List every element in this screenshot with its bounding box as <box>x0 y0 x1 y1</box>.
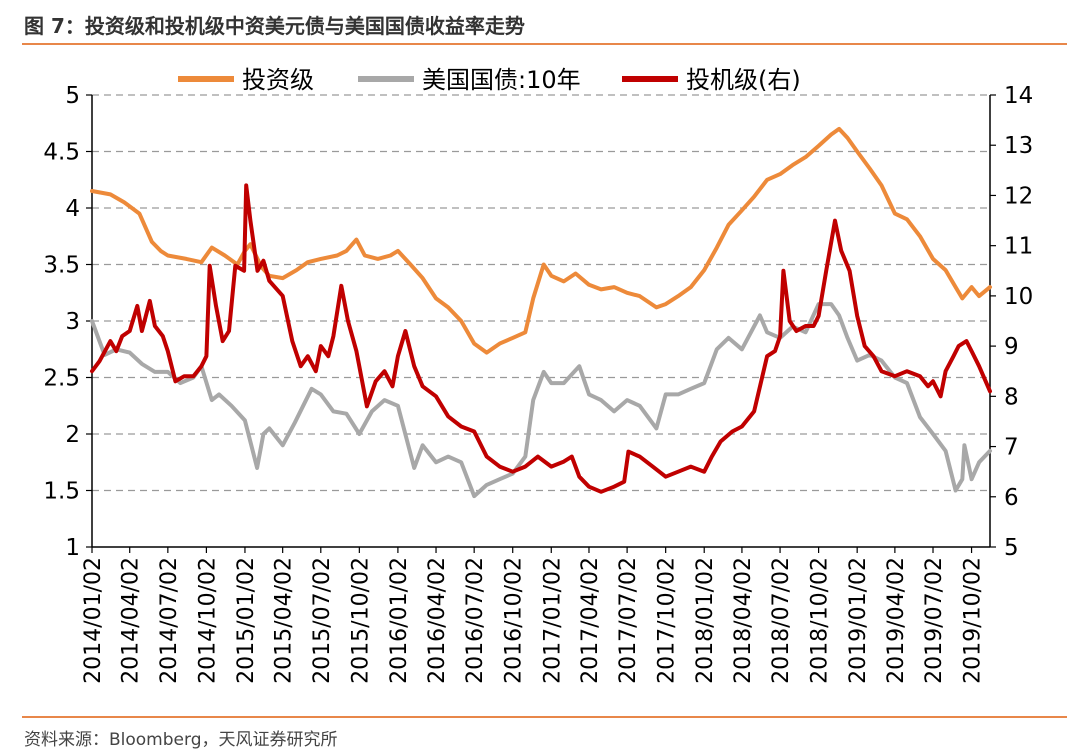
x-tick-label: 2017/07/02 <box>616 557 641 684</box>
x-tick-label: 2016/01/02 <box>387 557 412 684</box>
x-tick-label: 2015/04/02 <box>272 557 297 684</box>
x-tick-label: 2019/10/02 <box>961 557 986 684</box>
x-tick-label: 2017/10/02 <box>655 557 680 684</box>
x-tick-label: 2015/07/02 <box>310 557 335 684</box>
line-chart: 1 1.5 2 2.5 3 3.5 4 4.5 5 5 6 7 8 9 10 11 12 13 14 2014/01/… <box>43 66 1033 684</box>
y-right-tick-label: 7 <box>1004 435 1019 461</box>
tick-labels: 1 1.5 2 2.5 3 3.5 4 4.5 5 5 6 7 8 9 10 11 12 13 14 2014/01/… <box>43 83 1033 684</box>
y-right-tick-label: 14 <box>1004 83 1033 109</box>
x-tick-label: 2019/04/02 <box>884 557 909 684</box>
x-tick-label: 2019/01/02 <box>846 557 871 684</box>
x-tick-label: 2015/01/02 <box>234 557 259 684</box>
y-left-tick-label: 3.5 <box>43 253 80 279</box>
series-line-2 <box>90 183 992 494</box>
legend-label-1: 美国国债:10年 <box>422 66 581 94</box>
figure-title: 图 7：投资级和投机级中资美元债与美国国债收益率走势 <box>24 14 525 38</box>
legend-label-2: 投机级(右) <box>686 66 801 94</box>
y-right-tick-label: 12 <box>1004 183 1033 209</box>
x-tick-label: 2017/04/02 <box>578 557 603 684</box>
y-left-tick-label: 4 <box>65 196 80 222</box>
y-left-tick-label: 5 <box>65 83 80 109</box>
y-left-tick-label: 1.5 <box>43 479 80 505</box>
series-line-1 <box>90 302 992 499</box>
x-tick-label: 2014/10/02 <box>195 557 220 684</box>
y-left-tick-label: 1 <box>65 535 80 561</box>
y-right-tick-label: 9 <box>1004 334 1019 360</box>
x-tick-label: 2014/04/02 <box>119 557 144 684</box>
y-right-tick-label: 5 <box>1004 535 1019 561</box>
x-tick-label: 2015/10/02 <box>348 557 373 684</box>
legend-label-0: 投资级 <box>242 66 314 94</box>
x-tick-label: 2017/01/02 <box>540 557 565 684</box>
x-tick-label: 2016/04/02 <box>425 557 450 684</box>
x-tick-label: 2014/01/02 <box>81 557 106 684</box>
source-rule <box>22 716 1067 718</box>
series-line-0 <box>90 126 992 355</box>
series-lines <box>90 126 992 499</box>
y-right-tick-label: 6 <box>1004 485 1019 511</box>
y-left-tick-label: 3 <box>65 309 80 335</box>
x-tick-label: 2016/07/02 <box>463 557 488 684</box>
legend: 投资级 美国国债:10年 投机级(右) <box>178 66 801 94</box>
y-right-tick-label: 10 <box>1004 284 1033 310</box>
y-left-tick-label: 4.5 <box>43 140 80 166</box>
x-tick-label: 2018/07/02 <box>769 557 794 684</box>
x-tick-label: 2018/10/02 <box>808 557 833 684</box>
title-rule <box>22 43 1067 45</box>
x-tick-label: 2018/04/02 <box>731 557 756 684</box>
x-tick-label: 2016/10/02 <box>502 557 527 684</box>
x-tick-label: 2019/07/02 <box>922 557 947 684</box>
y-right-tick-label: 8 <box>1004 384 1019 410</box>
y-right-tick-label: 11 <box>1004 234 1033 260</box>
source-note: 资料来源：Bloomberg，天风证券研究所 <box>24 730 338 750</box>
x-tick-label: 2014/07/02 <box>157 557 182 684</box>
y-left-tick-label: 2 <box>65 422 80 448</box>
y-right-tick-label: 13 <box>1004 133 1033 159</box>
x-tick-label: 2018/01/02 <box>693 557 718 684</box>
y-left-tick-label: 2.5 <box>43 366 80 392</box>
